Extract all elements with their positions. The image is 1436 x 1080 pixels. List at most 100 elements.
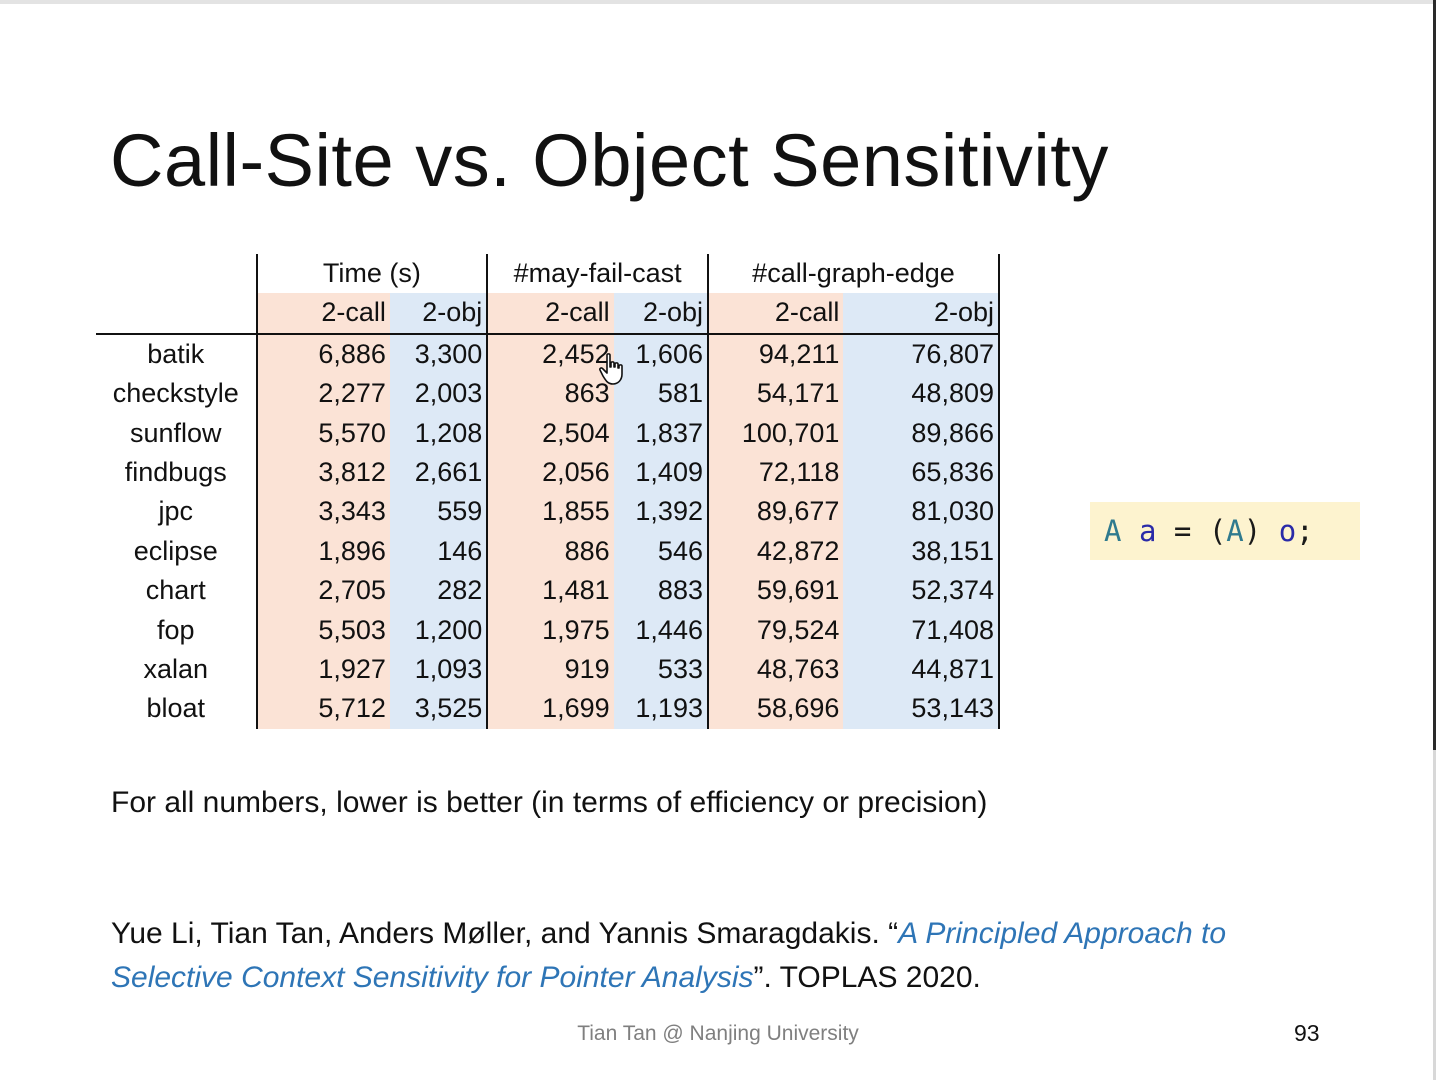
table-row: checkstyle 2,277 2,003 863 581 54,171 48,809 bbox=[96, 374, 1000, 414]
group-header-call-graph-edge: #call-graph-edge bbox=[706, 254, 1001, 294]
cell-edge-2obj: 38,151 bbox=[843, 531, 1000, 572]
code-semicolon: ; bbox=[1296, 514, 1314, 548]
cell-edge-2call: 59,691 bbox=[706, 571, 844, 611]
slide-footer: Tian Tan @ Nanjing University bbox=[577, 1022, 859, 1045]
cell-time-2call: 6,886 bbox=[255, 333, 390, 375]
cell-edge-2obj: 65,836 bbox=[843, 453, 1000, 493]
benchmark-name: xalan bbox=[143, 654, 209, 685]
cell-time-2call: 3,343 bbox=[255, 492, 390, 532]
code-operator: = bbox=[1173, 514, 1192, 548]
cell-time-2obj: 282 bbox=[389, 571, 488, 611]
cell-time-2obj: 2,661 bbox=[389, 453, 488, 493]
results-table: Time (s) #may-fail-cast #call-graph-edge… bbox=[96, 254, 1001, 729]
scroll-edge-lower bbox=[1433, 750, 1436, 1080]
cell-time-2obj: 1,093 bbox=[389, 650, 488, 690]
cell-time-2obj: 2,003 bbox=[389, 374, 488, 414]
benchmark-name: eclipse bbox=[133, 535, 218, 566]
benchmark-name: checkstyle bbox=[112, 378, 239, 409]
table-row: xalan 1,927 1,093 919 533 48,763 44,871 bbox=[96, 650, 1000, 690]
scroll-edge bbox=[1433, 0, 1436, 750]
code-paren: ) bbox=[1243, 514, 1262, 548]
sub-header-cast-2obj: 2-obj bbox=[613, 293, 708, 335]
page-number: 93 bbox=[1294, 1020, 1320, 1046]
cell-time-2obj: 3,300 bbox=[389, 333, 488, 375]
note-text: For all numbers, lower is better (in ter… bbox=[111, 786, 988, 819]
cell-edge-2call: 58,696 bbox=[706, 689, 844, 729]
cell-time-2obj: 1,208 bbox=[389, 413, 488, 454]
cell-edge-2obj: 53,143 bbox=[843, 689, 1000, 729]
table-row: fop 5,503 1,200 1,975 1,446 79,524 71,408 bbox=[96, 610, 1000, 651]
sub-header-row: 2-call 2-obj 2-call 2-obj 2-call 2-obj bbox=[96, 293, 1000, 335]
benchmark-name: bloat bbox=[146, 693, 206, 724]
table-row: batik 6,886 3,300 2,452 1,606 94,211 76,807 bbox=[96, 333, 1000, 375]
top-border bbox=[0, 0, 1436, 4]
code-paren: ( bbox=[1208, 514, 1227, 548]
sub-header-edge-2obj: 2-obj bbox=[843, 293, 1000, 335]
cell-cast-2call: 886 bbox=[486, 531, 614, 572]
cell-edge-2obj: 48,809 bbox=[843, 374, 1000, 414]
code-snippet: A a = (A) o; bbox=[1090, 502, 1360, 560]
cell-time-2call: 5,712 bbox=[255, 689, 390, 729]
cell-cast-2call: 2,056 bbox=[486, 453, 614, 493]
cell-cast-2call: 2,504 bbox=[486, 413, 614, 454]
cell-edge-2call: 94,211 bbox=[706, 333, 844, 375]
slide-title: Call-Site vs. Object Sensitivity bbox=[110, 119, 1109, 202]
benchmark-name: findbugs bbox=[124, 457, 227, 488]
cell-cast-2call: 1,481 bbox=[486, 571, 614, 611]
cell-cast-2obj: 1,446 bbox=[613, 610, 708, 651]
cell-time-2obj: 1,200 bbox=[389, 610, 488, 651]
corner-cell bbox=[96, 293, 257, 335]
cell-edge-2call: 89,677 bbox=[706, 492, 844, 532]
cell-cast-2obj: 1,409 bbox=[613, 453, 708, 493]
cell-time-2obj: 146 bbox=[389, 531, 488, 572]
cell-edge-2obj: 81,030 bbox=[843, 492, 1000, 532]
group-header-time: Time (s) bbox=[255, 254, 488, 294]
cell-cast-2obj: 1,837 bbox=[613, 413, 708, 454]
table-row: findbugs 3,812 2,661 2,056 1,409 72,118 65,836 bbox=[96, 453, 1000, 493]
cell-cast-2obj: 546 bbox=[613, 531, 708, 572]
cell-cast-2call: 2,452 bbox=[486, 333, 614, 375]
cell-edge-2obj: 44,871 bbox=[843, 650, 1000, 690]
table-row: chart 2,705 282 1,481 883 59,691 52,374 bbox=[96, 571, 1000, 611]
sub-header-time-2call: 2-call bbox=[255, 293, 390, 335]
hand-cursor-icon bbox=[599, 353, 623, 385]
cell-cast-2call: 919 bbox=[486, 650, 614, 690]
group-header-row: Time (s) #may-fail-cast #call-graph-edge bbox=[96, 254, 1001, 294]
table-row: jpc 3,343 559 1,855 1,392 89,677 81,030 bbox=[96, 492, 1000, 532]
cell-edge-2call: 100,701 bbox=[706, 413, 844, 454]
cell-cast-2call: 1,699 bbox=[486, 689, 614, 729]
code-variable: o bbox=[1278, 514, 1297, 548]
cell-time-2call: 2,705 bbox=[255, 571, 390, 611]
cell-edge-2obj: 52,374 bbox=[843, 571, 1000, 611]
sub-header-cast-2call: 2-call bbox=[486, 293, 614, 335]
cell-time-2call: 5,503 bbox=[255, 610, 390, 651]
cell-edge-2call: 48,763 bbox=[706, 650, 844, 690]
cell-time-2call: 2,277 bbox=[255, 374, 390, 414]
cell-cast-2obj: 1,606 bbox=[613, 333, 708, 375]
cell-cast-2call: 1,855 bbox=[486, 492, 614, 532]
cell-time-2call: 5,570 bbox=[255, 413, 390, 454]
results-table-container: Time (s) #may-fail-cast #call-graph-edge… bbox=[96, 254, 1001, 729]
sub-header-time-2obj: 2-obj bbox=[389, 293, 488, 335]
cell-cast-2obj: 581 bbox=[613, 374, 708, 414]
cell-time-2obj: 3,525 bbox=[389, 689, 488, 729]
cell-edge-2call: 54,171 bbox=[706, 374, 844, 414]
benchmark-name: batik bbox=[147, 338, 205, 369]
table-row: eclipse 1,896 146 886 546 42,872 38,151 bbox=[96, 531, 1000, 572]
citation-paper-link[interactable]: A Principled Approach to Selective Conte… bbox=[111, 917, 1227, 994]
cell-time-2call: 3,812 bbox=[255, 453, 390, 493]
cell-cast-2call: 1,975 bbox=[486, 610, 614, 651]
group-header-may-fail-cast: #may-fail-cast bbox=[486, 254, 708, 294]
citation: Yue Li, Tian Tan, Anders Møller, and Yan… bbox=[111, 912, 1351, 1000]
cell-cast-2obj: 533 bbox=[613, 650, 708, 690]
table-row: sunflow 5,570 1,208 2,504 1,837 100,701 89,866 bbox=[96, 413, 1000, 454]
table-row: bloat 5,712 3,525 1,699 1,193 58,696 53,143 bbox=[96, 689, 1000, 729]
cell-time-2obj: 559 bbox=[389, 492, 488, 532]
cell-cast-2call: 863 bbox=[486, 374, 614, 414]
citation-venue: ”. TOPLAS 2020. bbox=[753, 961, 981, 994]
sub-header-edge-2call: 2-call bbox=[706, 293, 844, 335]
benchmark-name: sunflow bbox=[129, 417, 222, 448]
code-variable: a bbox=[1138, 514, 1157, 548]
cell-cast-2obj: 1,193 bbox=[613, 689, 708, 729]
